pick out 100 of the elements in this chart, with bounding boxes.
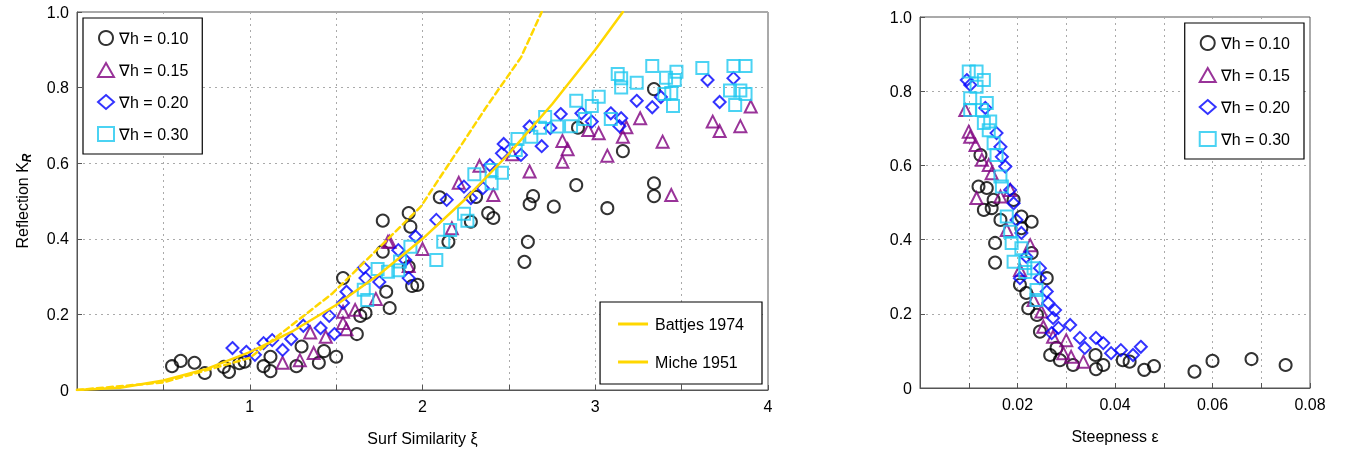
point xyxy=(978,100,993,115)
point xyxy=(484,163,499,177)
point xyxy=(664,85,679,100)
x-axis-title: Steepness ε xyxy=(1071,427,1159,445)
point xyxy=(1088,330,1103,345)
point xyxy=(496,136,511,151)
point xyxy=(993,189,1008,204)
point xyxy=(988,255,1003,270)
point xyxy=(986,136,1001,151)
point xyxy=(1014,209,1029,224)
point xyxy=(603,106,618,121)
point xyxy=(522,119,537,134)
point xyxy=(348,302,363,317)
point xyxy=(614,111,629,126)
point xyxy=(484,176,499,191)
point xyxy=(629,75,644,90)
point xyxy=(1039,271,1054,286)
point xyxy=(275,355,290,370)
point xyxy=(173,353,188,368)
point xyxy=(1018,255,1033,270)
point xyxy=(986,192,1001,207)
legend-label: ∇h = 0.10 xyxy=(118,29,189,47)
point xyxy=(614,71,629,86)
y-tick-label: 0.8 xyxy=(889,82,913,100)
point xyxy=(546,199,561,214)
point xyxy=(391,243,406,258)
point xyxy=(379,284,394,299)
point xyxy=(645,59,660,74)
point xyxy=(336,271,351,286)
point xyxy=(408,229,423,244)
point xyxy=(294,339,309,354)
point xyxy=(522,197,537,212)
point xyxy=(318,329,333,344)
point xyxy=(486,187,501,202)
point xyxy=(550,119,565,134)
point xyxy=(974,152,989,167)
point xyxy=(505,147,520,162)
point xyxy=(584,114,599,129)
point xyxy=(1104,346,1119,361)
point xyxy=(322,308,337,323)
point xyxy=(600,148,615,163)
point xyxy=(327,327,342,342)
x-tick-label: 0.04 xyxy=(1099,395,1131,413)
point xyxy=(222,364,237,379)
point xyxy=(664,187,679,202)
y-axis-title: Reflection KR xyxy=(13,153,34,249)
point xyxy=(1088,347,1103,362)
point xyxy=(998,159,1013,174)
point xyxy=(292,353,307,368)
point xyxy=(989,148,1004,163)
point xyxy=(728,97,743,112)
point xyxy=(239,344,254,359)
point xyxy=(614,80,629,95)
point xyxy=(456,179,471,194)
point xyxy=(984,201,999,216)
point xyxy=(973,148,988,163)
point xyxy=(303,325,318,340)
legend-label: Battjes 1974 xyxy=(655,315,745,333)
point xyxy=(296,318,311,333)
point xyxy=(520,234,535,249)
point xyxy=(1014,221,1029,236)
point xyxy=(993,139,1008,154)
point xyxy=(647,189,661,204)
point xyxy=(1096,336,1111,351)
point xyxy=(482,158,497,173)
point xyxy=(467,167,482,182)
point xyxy=(1089,362,1103,377)
point xyxy=(959,73,974,88)
point xyxy=(603,111,618,126)
point xyxy=(1066,358,1081,372)
point xyxy=(463,190,478,205)
point xyxy=(1133,339,1148,354)
point xyxy=(999,209,1014,224)
point xyxy=(993,169,1008,184)
point xyxy=(1029,283,1044,298)
point xyxy=(647,176,661,191)
point xyxy=(969,79,984,94)
point xyxy=(1278,358,1293,372)
point xyxy=(522,164,537,179)
point xyxy=(981,158,996,173)
y-tick-label: 1.0 xyxy=(46,3,70,21)
point xyxy=(329,349,344,364)
point xyxy=(610,66,625,81)
point xyxy=(263,349,278,364)
point xyxy=(339,284,354,299)
point xyxy=(1205,353,1220,368)
point xyxy=(538,110,553,125)
point xyxy=(356,260,371,275)
point xyxy=(555,154,570,169)
point xyxy=(1024,245,1039,260)
point xyxy=(615,129,630,144)
point xyxy=(349,327,364,342)
point xyxy=(225,341,240,356)
point xyxy=(581,122,596,137)
point xyxy=(667,73,682,88)
y-tick-label: 0 xyxy=(903,379,913,397)
point xyxy=(569,178,584,193)
point xyxy=(237,354,252,369)
point xyxy=(510,132,525,147)
point xyxy=(1034,304,1049,319)
